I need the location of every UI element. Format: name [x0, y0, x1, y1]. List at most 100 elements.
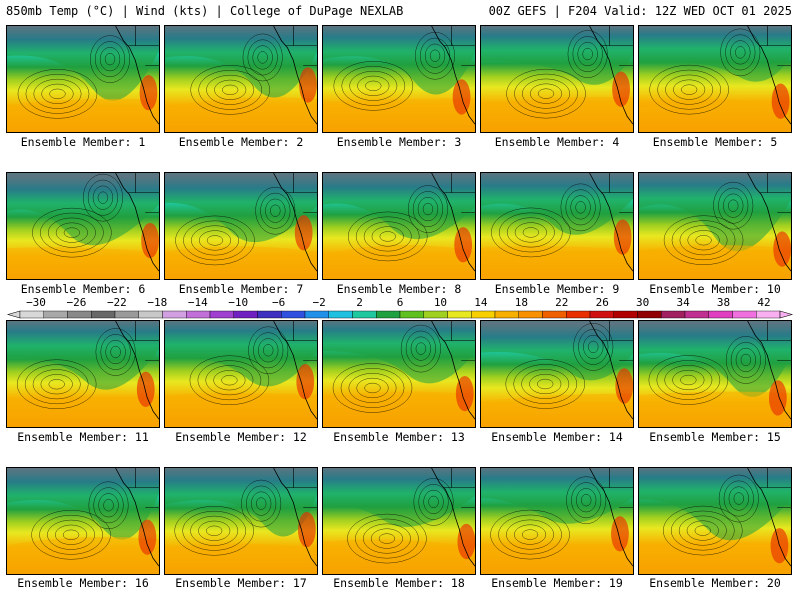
- colorbar-swatch: [328, 310, 353, 319]
- colorbar-tick-label: 18: [514, 296, 528, 309]
- colorbar-swatch: [732, 310, 757, 319]
- colorbar-swatch: [756, 310, 781, 319]
- map-title: 850mb Temp (°C) | Wind (kts) | College o…: [6, 4, 404, 18]
- temperature-field: [7, 26, 159, 132]
- temperature-field: [639, 468, 791, 574]
- ensemble-map-17: [164, 467, 318, 575]
- colorbar-swatch: [661, 310, 686, 319]
- temperature-field: [481, 321, 633, 427]
- temperature-field: [7, 321, 159, 427]
- member-label: Ensemble Member: 12: [175, 430, 307, 444]
- colorbar-swatch: [162, 310, 187, 319]
- colorbar-swatch: [233, 310, 258, 319]
- colorbar-swatch: [209, 310, 234, 319]
- colorbar-swatch: [566, 310, 591, 319]
- colorbar-tick-label: 42: [757, 296, 771, 309]
- ensemble-map-7: [164, 172, 318, 280]
- colorbar-tick-label: 6: [396, 296, 404, 309]
- colorbar-swatch: [43, 310, 68, 319]
- colorbar-tick-label: −6: [272, 296, 286, 309]
- colorbar-tick-label: −30: [26, 296, 46, 309]
- colorbar-tick-label: 10: [433, 296, 448, 309]
- ensemble-map-14: [480, 320, 634, 428]
- colorbar-tick-label: 30: [636, 296, 650, 309]
- colorbar-tick-label: 26: [595, 296, 609, 309]
- member-label: Ensemble Member: 1: [20, 135, 146, 149]
- ensemble-map-1: [6, 25, 160, 133]
- member-label: Ensemble Member: 16: [17, 576, 149, 590]
- member-label: Ensemble Member: 5: [652, 135, 778, 149]
- colorbar-swatch: [708, 310, 733, 319]
- colorbar-swatch: [613, 310, 638, 319]
- colorbar-swatch: [257, 310, 282, 319]
- temperature-field: [481, 26, 633, 132]
- colorbar-tick-label: 38: [716, 296, 731, 309]
- member-label: Ensemble Member: 6: [20, 282, 146, 296]
- colorbar-swatch: [376, 310, 401, 319]
- colorbar-swatch: [471, 310, 496, 319]
- temperature-field: [639, 26, 791, 132]
- colorbar-swatch: [542, 310, 567, 319]
- colorbar-tick-label: −26: [66, 296, 87, 309]
- colorbar-swatch: [494, 310, 519, 319]
- colorbar-tick-label: −10: [228, 296, 249, 309]
- member-label: Ensemble Member: 15: [649, 430, 781, 444]
- member-label: Ensemble Member: 20: [649, 576, 781, 590]
- member-label: Ensemble Member: 11: [17, 430, 149, 444]
- colorbar-swatch: [19, 310, 44, 319]
- ensemble-map-16: [6, 467, 160, 575]
- ensemble-map-19: [480, 467, 634, 575]
- temperature-field: [639, 321, 791, 427]
- colorbar-swatch: [684, 310, 709, 319]
- member-label: Ensemble Member: 2: [178, 135, 304, 149]
- ensemble-map-9: [480, 172, 634, 280]
- header: 850mb Temp (°C) | Wind (kts) | College o…: [0, 0, 800, 22]
- member-label: Ensemble Member: 9: [494, 282, 620, 296]
- temperature-field: [639, 173, 791, 279]
- temperature-field: [165, 468, 317, 574]
- member-label: Ensemble Member: 18: [333, 576, 465, 590]
- ensemble-map-6: [6, 172, 160, 280]
- temperature-field: [165, 321, 317, 427]
- colorbar-swatch: [91, 310, 116, 319]
- colorbar-swatch: [447, 310, 472, 319]
- ensemble-map-10: [638, 172, 792, 280]
- run-valid-time: 00Z GEFS | F204 Valid: 12Z WED OCT 01 20…: [488, 4, 792, 18]
- temperature-field: [323, 468, 475, 574]
- colorbar-swatch: [138, 310, 163, 319]
- ensemble-map-20: [638, 467, 792, 575]
- member-label: Ensemble Member: 19: [491, 576, 623, 590]
- member-label: Ensemble Member: 17: [175, 576, 307, 590]
- colorbar-swatch: [518, 310, 543, 319]
- colorbar-swatch: [399, 310, 424, 319]
- colorbar-tick-label: 2: [356, 296, 363, 309]
- colorbar-swatch: [637, 310, 662, 319]
- colorbar-tick-label: 34: [676, 296, 690, 309]
- colorbar-tick-label: −2: [312, 296, 326, 309]
- colorbar-arrow-right: [779, 310, 794, 319]
- colorbar-tick-label: 14: [474, 296, 488, 309]
- ensemble-map-12: [164, 320, 318, 428]
- colorbar-swatch: [352, 310, 377, 319]
- temperature-field: [323, 26, 475, 132]
- member-label: Ensemble Member: 3: [336, 135, 462, 149]
- colorbar-swatch: [423, 310, 448, 319]
- ensemble-map-18: [322, 467, 476, 575]
- temperature-field: [165, 26, 317, 132]
- member-label: Ensemble Member: 10: [649, 282, 781, 296]
- temperature-field: [7, 468, 159, 574]
- member-label: Ensemble Member: 4: [494, 135, 620, 149]
- ensemble-map-5: [638, 25, 792, 133]
- temperature-field: [323, 321, 475, 427]
- colorbar-arrow-left: [6, 310, 21, 319]
- colorbar-tick-label: −18: [147, 296, 168, 309]
- temperature-field: [481, 468, 633, 574]
- colorbar-swatch: [589, 310, 614, 319]
- temperature-field: [7, 173, 159, 279]
- ensemble-map-13: [322, 320, 476, 428]
- ensemble-map-2: [164, 25, 318, 133]
- temperature-field: [323, 173, 475, 279]
- member-label: Ensemble Member: 7: [178, 282, 304, 296]
- member-label: Ensemble Member: 13: [333, 430, 465, 444]
- ensemble-map-8: [322, 172, 476, 280]
